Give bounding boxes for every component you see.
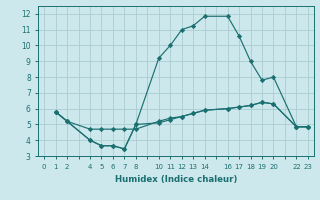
X-axis label: Humidex (Indice chaleur): Humidex (Indice chaleur): [115, 175, 237, 184]
